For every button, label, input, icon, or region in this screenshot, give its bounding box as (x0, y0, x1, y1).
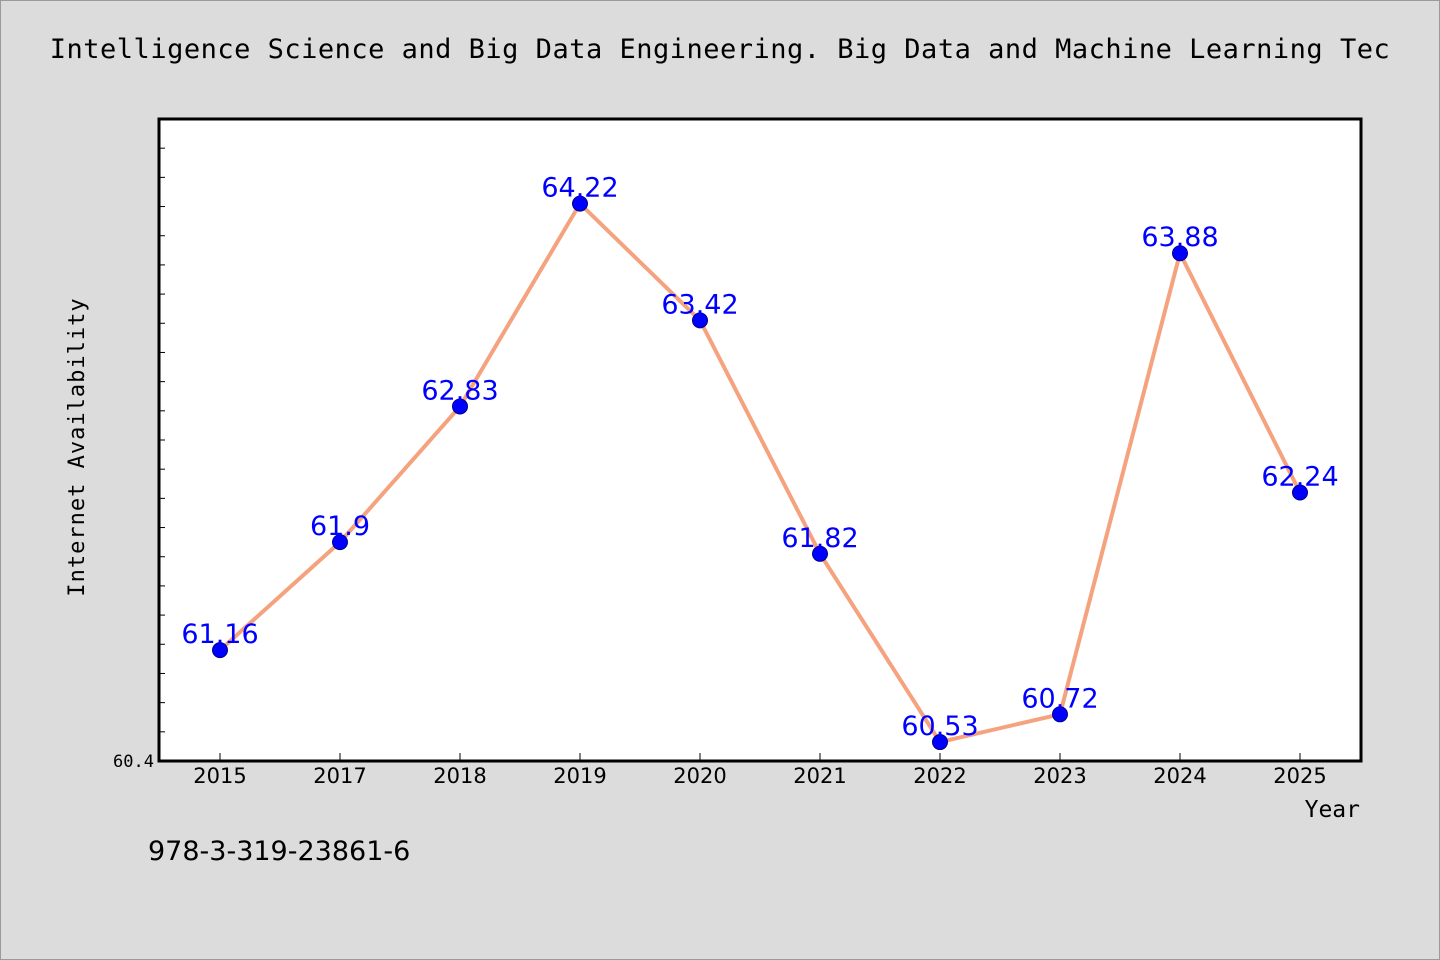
x-tick-label: 2024 (1153, 764, 1206, 788)
data-markers (212, 195, 1308, 751)
x-tick-label: 2023 (1033, 764, 1086, 788)
plot-border (157, 117, 1363, 763)
x-tick-labels: 2015 2017 2018 2019 2020 2021 2022 2023 2024 2025 (193, 764, 1326, 788)
x-tick-label: 2017 (313, 764, 366, 788)
data-point (692, 312, 708, 329)
x-tick-label: 2025 (1273, 764, 1326, 788)
data-label: 62.24 (1261, 462, 1338, 493)
x-tick-label: 2020 (673, 764, 726, 788)
x-tick-label: 2022 (913, 764, 966, 788)
data-label: 61.16 (181, 619, 258, 650)
chart-title: Intelligence Science and Big Data Engine… (49, 34, 1391, 65)
data-label: 60.53 (901, 711, 978, 742)
data-label: 64.22 (541, 173, 618, 204)
y-tick-label: 60.4 (113, 752, 154, 772)
data-label: 60.72 (1021, 683, 1098, 714)
data-label: 61.9 (310, 511, 370, 542)
data-point (1292, 484, 1308, 501)
data-label: 63.88 (1141, 222, 1218, 253)
data-point (812, 545, 828, 562)
data-point (932, 734, 948, 751)
series-line (218, 201, 1302, 745)
x-tick-label: 2015 (193, 764, 246, 788)
data-point (212, 642, 228, 659)
data-labels: 61.16 61.9 62.83 64.22 63.42 61.82 60.53 60.72 6… (181, 173, 1338, 742)
data-label: 63.42 (661, 289, 738, 320)
data-label: 61.82 (781, 523, 858, 554)
data-point (1172, 245, 1188, 262)
x-axis-label: Year (1305, 797, 1360, 823)
x-tick-label: 2018 (433, 764, 486, 788)
data-point (452, 398, 468, 415)
data-point (572, 195, 588, 212)
data-point (1052, 706, 1068, 723)
y-axis-label: Internet Availability (65, 297, 90, 596)
data-label: 62.83 (421, 375, 498, 406)
x-tick-label: 2019 (553, 764, 606, 788)
data-point (332, 534, 348, 551)
x-tick-label: 2021 (793, 764, 846, 788)
footer-isbn: 978-3-319-23861-6 (148, 836, 411, 867)
